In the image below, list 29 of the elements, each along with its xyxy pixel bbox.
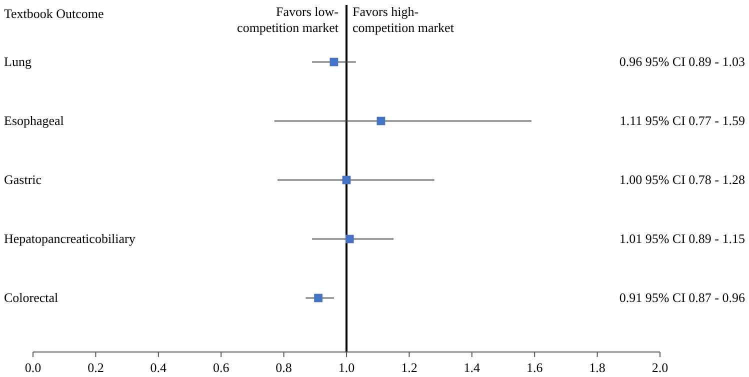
- y-tick-label: Esophageal: [4, 113, 64, 128]
- point: [345, 234, 354, 244]
- point: [342, 176, 351, 184]
- x-tick-label: 1.8: [589, 360, 606, 375]
- point: [330, 58, 338, 66]
- x-tick-label: 0.2: [88, 360, 104, 375]
- annotation: Favors low-competition market: [237, 4, 339, 35]
- x-tick-label: 0.8: [276, 360, 292, 375]
- x-tick-label: 1.4: [464, 360, 481, 375]
- y-tick-label: Gastric: [4, 172, 42, 187]
- y-tick-label: Colorectal: [4, 290, 59, 305]
- x-tick-label: 1.2: [401, 360, 418, 375]
- x-tick-label: 0.4: [150, 360, 168, 375]
- y-tick-label: Lung: [4, 54, 32, 69]
- annotation: Favors high-competition market: [352, 4, 454, 35]
- data-label: 1.11 95% CI 0.77 - 1.59: [620, 113, 745, 128]
- data-label: 1.00 95% CI 0.78 - 1.28: [619, 172, 745, 187]
- y-axis-title: Textbook Outcome: [4, 6, 104, 21]
- point: [314, 294, 322, 302]
- y-tick-label: Hepatopancreaticobiliary: [4, 231, 136, 246]
- x-tick-label: 1.0: [338, 360, 355, 375]
- x-tick-label: 1.6: [526, 360, 544, 375]
- point: [376, 116, 386, 126]
- x-tick-label: 2.0: [652, 360, 668, 375]
- data-label: 0.96 95% CI 0.89 - 1.03: [619, 54, 745, 69]
- x-tick-label: 0.6: [212, 360, 230, 375]
- data-label: 0.91 95% CI 0.87 - 0.96: [619, 290, 746, 305]
- x-tick-label: 0.0: [24, 360, 42, 375]
- data-label: 1.01 95% CI 0.89 - 1.15: [619, 231, 745, 246]
